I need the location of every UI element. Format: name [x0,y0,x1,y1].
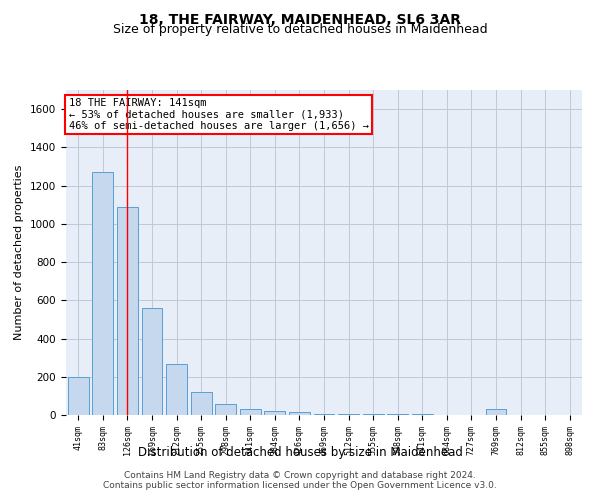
Bar [92,172,113,415]
Text: 18 THE FAIRWAY: 141sqm
← 53% of detached houses are smaller (1,933)
46% of semi-: 18 THE FAIRWAY: 141sqm ← 53% of detached… [68,98,368,132]
Bar [289,412,310,415]
Text: Contains HM Land Registry data © Crown copyright and database right 2024.: Contains HM Land Registry data © Crown c… [124,471,476,480]
Text: Distribution of detached houses by size in Maidenhead: Distribution of detached houses by size … [137,446,463,459]
Bar [142,308,163,415]
Text: Size of property relative to detached houses in Maidenhead: Size of property relative to detached ho… [113,22,487,36]
Text: Contains public sector information licensed under the Open Government Licence v3: Contains public sector information licen… [103,481,497,490]
Bar [412,414,433,415]
Bar [265,411,286,415]
Bar [166,364,187,415]
Bar [215,404,236,415]
Bar [485,410,506,415]
Bar [117,206,138,415]
Y-axis label: Number of detached properties: Number of detached properties [14,165,25,340]
Bar [387,414,408,415]
Bar [362,414,383,415]
Bar [314,414,334,415]
Bar [68,377,89,415]
Text: 18, THE FAIRWAY, MAIDENHEAD, SL6 3AR: 18, THE FAIRWAY, MAIDENHEAD, SL6 3AR [139,12,461,26]
Bar [191,392,212,415]
Bar [240,410,261,415]
Bar [338,414,359,415]
